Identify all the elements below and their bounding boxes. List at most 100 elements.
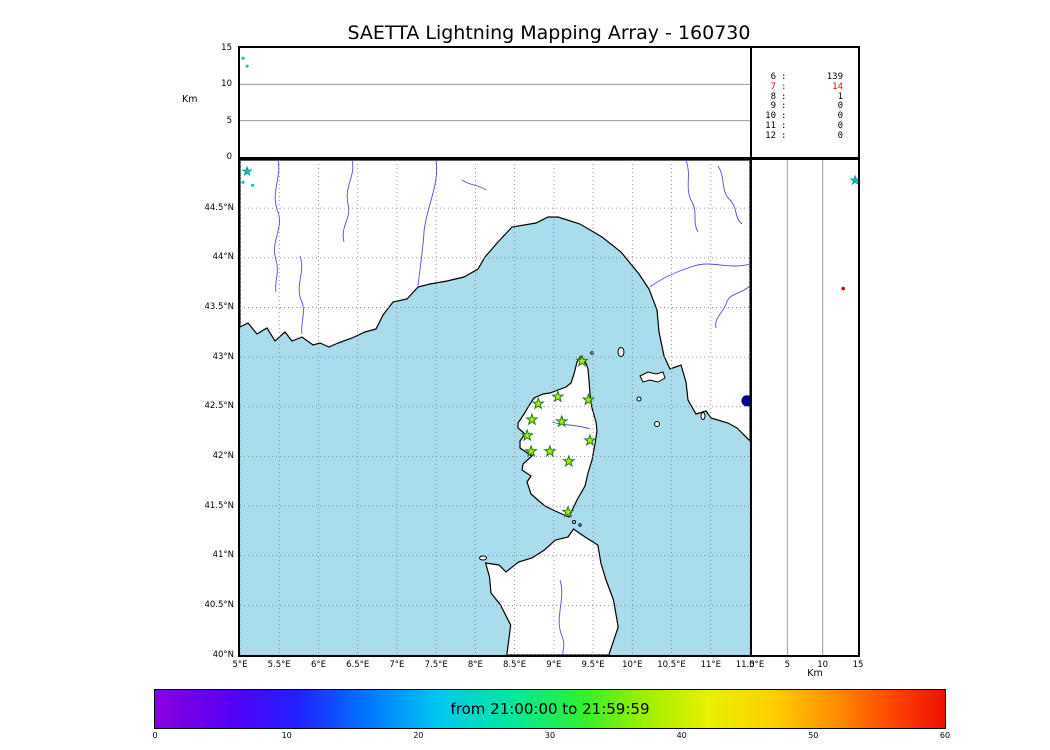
separator: : <box>781 72 787 82</box>
latitude-tick-label: 41°N <box>212 550 234 561</box>
islet-caprera <box>578 523 582 527</box>
separator: : <box>781 111 787 122</box>
station-count-row: 10: 0 <box>762 111 843 122</box>
station-source-count: 0 <box>837 111 843 122</box>
map-panel <box>238 158 752 657</box>
altitude-axis-label: Km <box>182 94 198 105</box>
colorbar-tick-label: 20 <box>413 731 424 740</box>
mainland-coastline <box>240 160 750 442</box>
river <box>717 165 743 225</box>
colorbar-tick-label: 30 <box>544 731 556 740</box>
colorbar-tick-label: 40 <box>676 731 687 740</box>
altitude-time-tick-label: 15 <box>221 43 232 53</box>
station-count-row: 8: 1 <box>762 91 843 103</box>
longitude-tick-label: 7°E <box>389 660 405 670</box>
station-id: 8 <box>770 91 776 102</box>
latitude-tick-label: 42°N <box>212 450 234 461</box>
station-id: 9 <box>770 101 776 112</box>
lightning-point <box>850 175 858 185</box>
colorbar-tick-label: 50 <box>808 731 819 740</box>
island-pianosa <box>636 396 642 402</box>
station-id: 10 <box>765 111 776 122</box>
chart-title: SAETTA Lightning Mapping Array - 160730 <box>347 22 751 44</box>
longitude-tick-label: 11.5°E <box>735 660 765 670</box>
station-id: 6 <box>770 72 776 82</box>
river <box>649 263 750 288</box>
latitude-tick-label: 40.5°N <box>204 599 234 610</box>
island-elba <box>639 371 666 383</box>
altitude-time-plot <box>240 56 750 122</box>
river <box>551 421 591 430</box>
island-asinara <box>479 555 487 561</box>
station-source-count: 14 <box>832 81 843 92</box>
lightning-point <box>741 395 750 407</box>
river <box>558 579 565 655</box>
longitude-tick-label: 10°E <box>622 660 643 670</box>
latitude-tick-label: 40°N <box>212 649 234 660</box>
station-source-count: 0 <box>837 120 843 131</box>
island-montecristo <box>654 421 660 427</box>
longitude-tick-label: 8.5°E <box>503 660 527 670</box>
island-capraia <box>617 347 625 357</box>
river <box>417 160 438 287</box>
altitude-latitude-panel <box>750 158 860 657</box>
map-plot <box>240 160 750 655</box>
latitude-tick-label: 44.5°N <box>204 202 234 213</box>
altitude-time-panel <box>238 46 752 159</box>
colorbar-tick-label: 10 <box>281 731 292 740</box>
lightning-points-map <box>241 166 750 407</box>
rivers <box>274 160 750 655</box>
longitude-tick-label: 9.5°E <box>581 660 605 670</box>
altitude-time-tick-label: 5 <box>226 115 232 126</box>
lightning-point <box>241 56 245 60</box>
lightning-point <box>241 180 245 184</box>
station-counts-list: 6: 139 7: 14 8: 1 9: 0 10: 0 11: 0 12: 0 <box>752 48 858 142</box>
station-source-count: 1 <box>837 91 843 102</box>
separator: : <box>781 101 787 112</box>
longitude-tick-label: 10.5°E <box>657 660 686 670</box>
station-count-row: 6: 139 <box>762 72 843 83</box>
small-islands <box>479 347 706 561</box>
station-id: 12 <box>765 130 776 141</box>
station-counts-panel: 6: 139 7: 14 8: 1 9: 0 10: 0 11: 0 12: 0 <box>750 46 860 159</box>
separator: : <box>781 120 787 131</box>
time-colorbar: from 21:00:00 to 21:59:59 <box>154 689 946 729</box>
river <box>685 160 699 233</box>
altitude-lat-axis-label: Km <box>807 668 823 679</box>
separator: : <box>781 130 787 141</box>
lightning-point <box>245 64 249 68</box>
longitude-tick-label: 6.5°E <box>346 660 370 670</box>
station-id: 11 <box>765 120 776 131</box>
station-source-count: 0 <box>837 130 843 141</box>
station-id: 7 <box>770 81 776 92</box>
colorbar-tick-label: 0 <box>152 731 158 740</box>
station-count-row: 12: 0 <box>762 130 843 142</box>
river <box>298 255 304 335</box>
longitude-tick-label: 5.5°E <box>267 660 291 670</box>
station-count-row: 7: 14 <box>762 81 843 93</box>
river <box>715 285 750 329</box>
colorbar-label: from 21:00:00 to 21:59:59 <box>450 700 650 718</box>
altitude-lat-tick-label: 10 <box>817 660 829 670</box>
altitude-lat-tick-label: 5 <box>784 660 790 670</box>
lightning-point <box>251 183 255 187</box>
latitude-tick-label: 44°N <box>212 252 234 263</box>
longitude-tick-label: 5°E <box>232 660 248 670</box>
river <box>342 160 354 243</box>
separator: : <box>781 81 787 92</box>
longitude-tick-label: 7.5°E <box>424 660 448 670</box>
station-count-row: 9: 0 <box>762 102 843 112</box>
island-giglio <box>700 412 706 420</box>
land-masses <box>240 160 750 655</box>
longitude-tick-label: 8°E <box>467 660 483 670</box>
altitude-latitude-plot <box>786 160 858 655</box>
river <box>461 179 487 191</box>
station-source-count: 139 <box>826 72 843 82</box>
altitude-time-tick-label: 10 <box>221 79 232 90</box>
longitude-tick-label: 9°E <box>546 660 562 670</box>
separator: : <box>781 91 787 102</box>
longitude-tick-label: 11°E <box>700 660 722 670</box>
sardinia-coastline <box>484 528 619 655</box>
latitude-tick-label: 42.5°N <box>204 401 234 412</box>
islet-maddalena <box>572 520 576 524</box>
